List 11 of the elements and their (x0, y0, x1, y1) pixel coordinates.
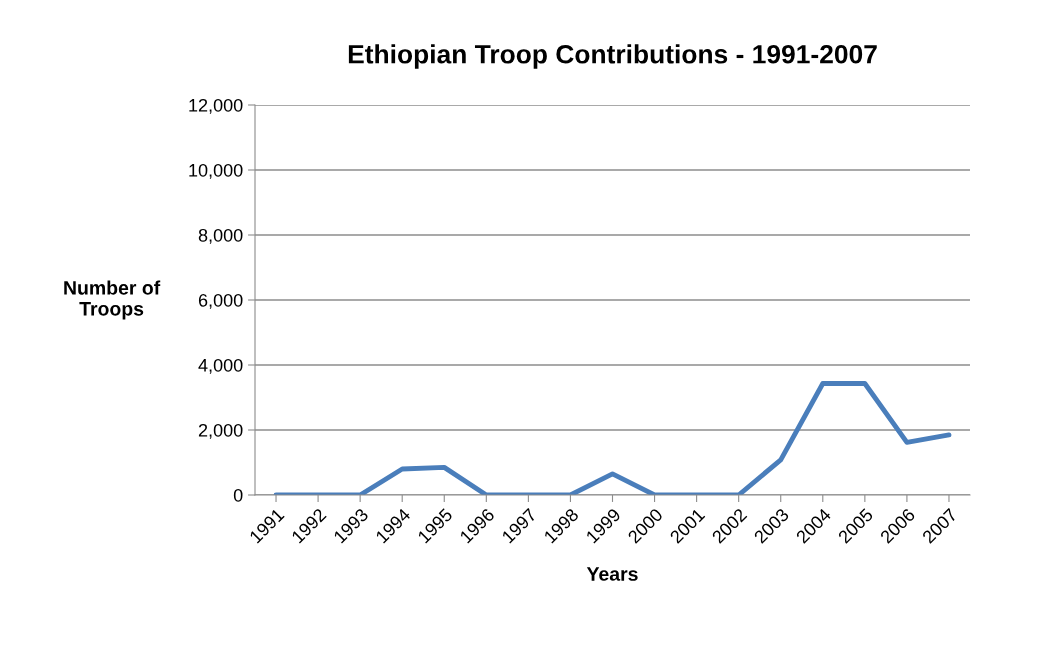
y-tick-label: 10,000 (189, 163, 243, 179)
y-tick-label: 4,000 (198, 358, 243, 374)
y-tick-label: 0 (233, 488, 243, 502)
line-series (273, 381, 952, 495)
y-tick-label: 2,000 (198, 423, 243, 439)
y-tick-label: 8,000 (198, 228, 243, 244)
x-axis-title: Years (586, 567, 638, 581)
y-axis-title: Number of Troops (64, 280, 161, 320)
y-tick-label: 12,000 (189, 98, 243, 114)
y-tick-label: 6,000 (198, 293, 243, 309)
chart-title: Ethiopian Troop Contributions - 1991-2007 (348, 44, 877, 69)
